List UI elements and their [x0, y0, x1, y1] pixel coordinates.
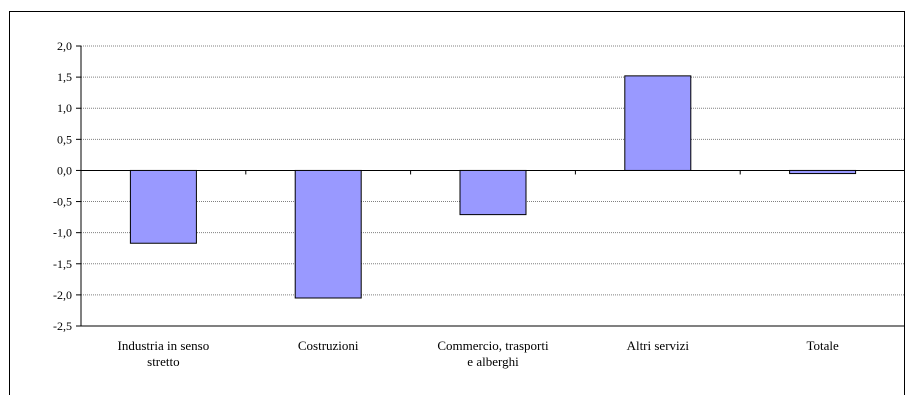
bars [129, 75, 857, 299]
bar [459, 169, 527, 216]
y-tick-label: 1,5 [57, 70, 72, 84]
y-tick-label: -2,0 [53, 288, 72, 302]
y-tick-labels: 2,0 1,5 1,0 0,5 0,0 -0,5 -1,0 -1,5 -2,0 -2,5 [53, 39, 72, 333]
y-tick-label: 1,0 [57, 101, 72, 115]
bar [624, 75, 692, 171]
y-tick-label: -0,5 [53, 195, 72, 209]
y-tick-label: -2,5 [53, 319, 72, 333]
x-category-label: Commercio, trasporti [437, 338, 549, 353]
x-category-label: Totale [806, 338, 839, 353]
y-tick-label: 0,0 [57, 163, 72, 177]
x-category-label: Altri servizi [627, 338, 690, 353]
bar [294, 169, 362, 299]
x-category-label: stretto [147, 354, 180, 369]
bar [129, 169, 197, 244]
y-tick-label: -1,5 [53, 257, 72, 271]
y-tick-label: -1,0 [53, 226, 72, 240]
y-tick-label: 2,0 [57, 39, 72, 53]
x-category-label: Costruzioni [298, 338, 359, 353]
chart-frame [9, 11, 905, 395]
y-tick-label: 0,5 [57, 132, 72, 146]
bar [789, 169, 857, 175]
x-category-label: e alberghi [467, 354, 519, 369]
x-category-label: Industria in senso [118, 338, 210, 353]
